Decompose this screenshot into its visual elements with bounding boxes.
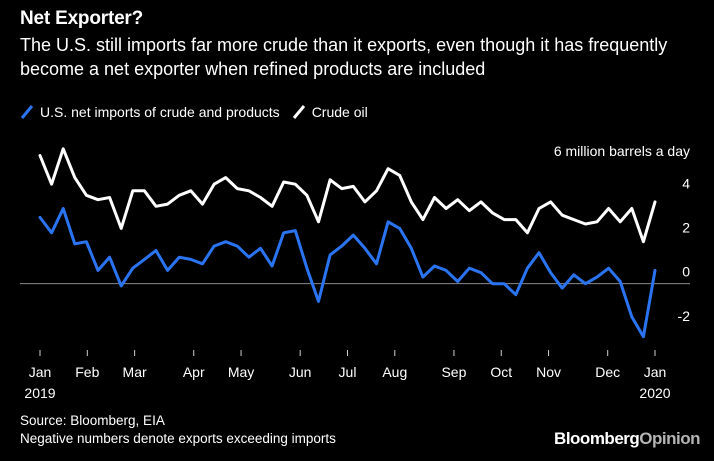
x-tick-label: Sep [441, 364, 466, 380]
x-tick-label: Jul [339, 364, 357, 380]
chart-title: Net Exporter? [20, 8, 144, 29]
brand-main: Bloomberg [554, 429, 640, 448]
x-tick-label: Apr [183, 364, 205, 380]
legend-label-net-imports: U.S. net imports of crude and products [40, 104, 280, 120]
legend-label-crude-oil: Crude oil [311, 104, 368, 120]
x-tick-year-label: 2019 [24, 385, 55, 401]
source-line: Source: Bloomberg, EIA [20, 413, 165, 428]
x-tick-label: Aug [382, 364, 407, 380]
series-line-net-imports [38, 207, 657, 339]
negative-note: Negative numbers denote exports exceedin… [20, 431, 336, 446]
x-tick-label: Feb [75, 364, 99, 380]
x-tick-label: Dec [595, 364, 620, 380]
y-unit-label: 6 million barrels a day [554, 143, 690, 159]
x-tick-label: Oct [490, 364, 512, 380]
x-tick-label: May [228, 364, 254, 380]
bloomberg-opinion-logo: BloombergOpinion [554, 429, 700, 449]
source-note: Source: Bloomberg, EIA Negative numbers … [20, 412, 336, 448]
y-tick-label: 2 [682, 219, 690, 235]
y-tick-label: -2 [678, 308, 691, 324]
y-tick-label: 0 [682, 264, 690, 280]
legend-line-blue-icon [20, 105, 34, 119]
brand-accent: Opinion [639, 429, 700, 448]
x-tick-label: Jan [644, 364, 667, 380]
x-tick-label: Nov [536, 364, 561, 380]
x-tick-label: Jan [29, 364, 52, 380]
x-tick-label: Mar [123, 364, 147, 380]
legend: U.S. net imports of crude and products C… [20, 104, 380, 120]
legend-item-net-imports: U.S. net imports of crude and products [20, 104, 280, 120]
y-tick-label: 4 [682, 175, 690, 191]
x-tick-label: Jun [289, 364, 312, 380]
x-tick-year-label: 2020 [639, 385, 670, 401]
legend-item-crude-oil: Crude oil [292, 104, 368, 120]
legend-line-white-icon [292, 105, 305, 119]
series-line-crude-oil [38, 147, 657, 244]
chart-subtitle: The U.S. still imports far more crude th… [20, 35, 668, 79]
